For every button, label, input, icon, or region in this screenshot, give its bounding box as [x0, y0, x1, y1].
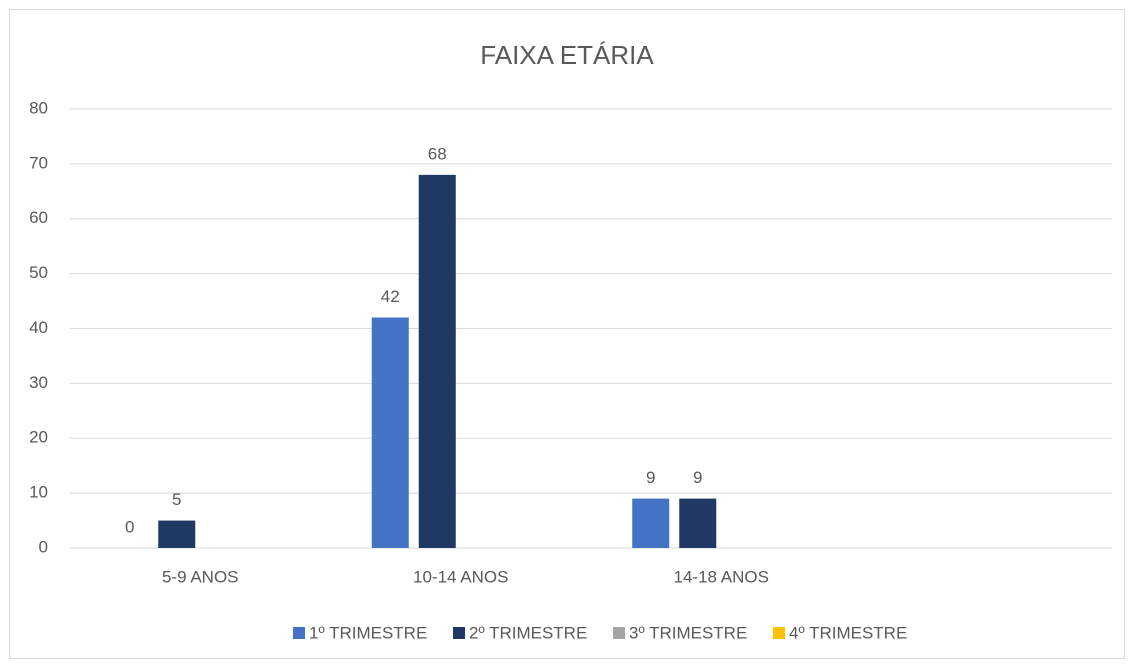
data-label: 5: [172, 490, 181, 509]
bar: [371, 317, 409, 548]
chart-title: FAIXA ETÁRIA: [480, 40, 654, 70]
y-tick-label: 10: [29, 483, 48, 502]
y-tick-label: 80: [29, 98, 48, 117]
legend-swatch: [453, 627, 465, 639]
y-tick-label: 30: [29, 373, 48, 392]
legend-label: 2º TRIMESTRE: [469, 623, 587, 642]
bar: [632, 498, 670, 548]
y-tick-label: 0: [39, 537, 48, 556]
y-tick-label: 20: [29, 428, 48, 447]
data-label: 0: [125, 517, 134, 536]
legend-swatch: [773, 627, 785, 639]
y-tick-label: 40: [29, 318, 48, 337]
bar: [679, 498, 717, 548]
bar: [158, 520, 196, 548]
legend-label: 4º TRIMESTRE: [789, 623, 907, 642]
data-label: 9: [693, 468, 702, 487]
y-tick-label: 50: [29, 263, 48, 282]
data-label: 68: [428, 144, 447, 163]
x-tick-label: 10-14 ANOS: [413, 567, 508, 586]
legend-label: 3º TRIMESTRE: [629, 623, 747, 642]
x-tick-label: 5-9 ANOS: [162, 567, 239, 586]
y-tick-label: 70: [29, 153, 48, 172]
legend-swatch: [613, 627, 625, 639]
legend-label: 1º TRIMESTRE: [309, 623, 427, 642]
data-label: 9: [646, 468, 655, 487]
data-label: 42: [381, 287, 400, 306]
x-tick-label: 14-18 ANOS: [674, 567, 769, 586]
y-tick-label: 60: [29, 208, 48, 227]
bar: [418, 174, 456, 548]
chart-frame: [9, 9, 1125, 659]
legend-swatch: [293, 627, 305, 639]
